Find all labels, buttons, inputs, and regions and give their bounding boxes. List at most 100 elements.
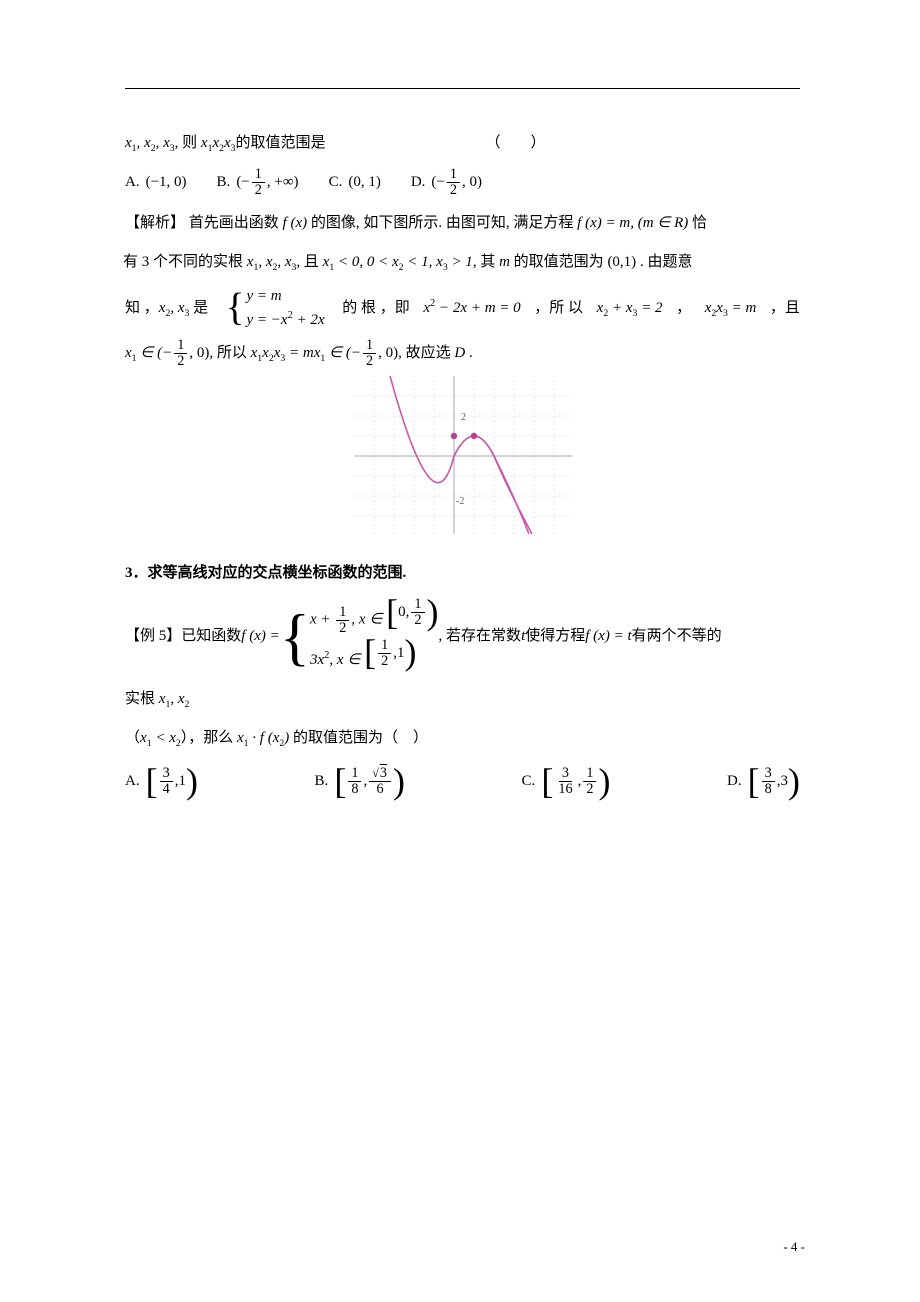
c2a-lbl: A. xyxy=(125,765,140,798)
a-l3a: 知 ， xyxy=(125,300,159,316)
a-l1a: 首先画出函数 xyxy=(189,215,283,231)
analysis-l2: 有 3 个不同的实根 x1, x2, x3, 且 x1 < 0, 0 < x2 … xyxy=(125,246,800,279)
analysis-head: 【解析】 xyxy=(125,215,185,231)
p1d: 2 xyxy=(336,621,349,636)
a-l2e: . 由题意 xyxy=(636,254,692,270)
a-n2: 1 xyxy=(363,338,376,354)
analysis-l4: x1 ∈ (−12, 0), 所以 x1x2x3 = mx1 ∈ (−12, 0… xyxy=(125,337,800,370)
c2a-hi: 1 xyxy=(178,765,186,798)
choice2-d: D. [38, 3) xyxy=(727,765,800,798)
choices-row-1: A. (−1, 0) B. (−12, +∞) C. (0, 1) D. (−1… xyxy=(125,166,800,199)
text: , 则 xyxy=(175,135,201,151)
svg-text:2: 2 xyxy=(461,412,466,423)
e5l3a: （ xyxy=(125,730,140,746)
c2c-ld: 16 xyxy=(555,782,575,797)
a-range01: (0,1) xyxy=(607,254,636,270)
ex5-line2: 实根 x1, x2 xyxy=(125,683,800,716)
choice-c: C. (0, 1) xyxy=(329,166,381,199)
top-rule xyxy=(125,88,800,89)
i1hd: 2 xyxy=(411,613,424,628)
c2b-sn: 3 xyxy=(379,765,388,781)
choice-d: D. (−12, 0) xyxy=(411,166,482,199)
c2a-ld: 4 xyxy=(160,782,173,797)
analysis-l1: 【解析】 首先画出函数 f (x) 的图像, 如下图所示. 由图可知, 满足方程… xyxy=(125,207,800,240)
i2ld: 2 xyxy=(378,654,391,669)
a-l3e: ，且 xyxy=(770,292,800,325)
c2d-ld: 8 xyxy=(762,782,775,797)
choice-a-label: A. xyxy=(125,166,140,199)
a-l2d: 的取值范围为 xyxy=(510,254,608,270)
a-comma: ， xyxy=(676,292,691,325)
a-d2: 2 xyxy=(363,354,376,369)
ex5-p3: 有两个不等的 xyxy=(632,620,722,653)
analysis-l3: 知 ，x2, x3 是 { y = m y = −x2 + 2x 的 根 ，即 … xyxy=(125,285,800,331)
a-l4e: , 故应选 xyxy=(398,345,454,361)
cb-pre: (− xyxy=(236,174,249,190)
a-l2b: , 且 xyxy=(296,254,322,270)
blank-paren: （ ） xyxy=(486,135,546,151)
cd-post: , 0) xyxy=(462,174,482,190)
ex5-p1: , 若存在常数 xyxy=(439,620,522,653)
c2b-lbl: B. xyxy=(315,765,329,798)
i1lo: 0 xyxy=(398,596,406,629)
cd-num: 1 xyxy=(447,167,460,183)
a-l1b: 的图像, 如下图所示. 由图可知, 满足方程 xyxy=(307,215,577,231)
ex5-pre: 已知函数 xyxy=(181,620,241,653)
cb-den: 2 xyxy=(252,183,265,198)
p1n: 1 xyxy=(336,605,349,621)
cd-pre: (− xyxy=(431,174,444,190)
a-l4d: , 0) xyxy=(378,345,398,361)
choice-b: B. (−12, +∞) xyxy=(217,166,299,199)
a-l2c: , 其 xyxy=(473,254,499,270)
a-l3d: ，所 以 xyxy=(534,292,583,325)
c2d-hi: 3 xyxy=(780,765,788,798)
choice-b-label: B. xyxy=(217,166,231,199)
cd-den: 2 xyxy=(447,183,460,198)
e5l2c: , xyxy=(170,691,178,707)
system-brace: { y = m y = −x2 + 2x xyxy=(226,285,325,331)
c2d-ln: 3 xyxy=(762,766,775,782)
c2b-hd: 6 xyxy=(374,782,387,797)
ex5-head: 【例 5】 xyxy=(125,620,181,653)
function-graph: 2 -2 xyxy=(354,376,572,534)
ex5-line3: （x1 < x2），那么 x1 · f (x2) 的取值范围为（ ） xyxy=(125,722,800,755)
a-period: . xyxy=(465,345,473,361)
c2c-ln: 3 xyxy=(559,766,572,782)
section-3-title: 3．求等高线对应的交点横坐标函数的范围. xyxy=(125,557,800,590)
c2a-ln: 3 xyxy=(160,766,173,782)
choice-a-val: (−1, 0) xyxy=(146,166,187,199)
choice2-b: B. [18, √36) xyxy=(315,765,405,798)
choice-a: A. (−1, 0) xyxy=(125,166,187,199)
a-d1: 2 xyxy=(174,354,187,369)
i2h: 1 xyxy=(397,637,405,670)
c2d-lbl: D. xyxy=(727,765,742,798)
c2b-ld: 8 xyxy=(348,782,361,797)
ex5-p2: 使得方程 xyxy=(525,620,585,653)
cb-num: 1 xyxy=(252,167,265,183)
example-5: 【例 5】已知函数 f (x) = { x + 12, x ∈ [0, 12) … xyxy=(125,596,800,677)
e5l3c: 的取值范围为（ ） xyxy=(289,730,428,746)
c2c-hd: 2 xyxy=(583,782,596,797)
a-l2a: 有 3 个不同的实根 xyxy=(123,254,247,270)
c2b-ln: 1 xyxy=(348,766,361,782)
e5l2a: 实根 xyxy=(125,691,159,707)
graph-container: 2 -2 xyxy=(125,376,800,547)
choice2-c: C. [316, 12) xyxy=(522,765,611,798)
a-l4b: , 0) xyxy=(189,345,209,361)
page-number: - 4 - xyxy=(783,1233,805,1262)
text: 的取值范围是 xyxy=(236,135,326,151)
e5l3b: ），那么 xyxy=(181,730,237,746)
svg-text:-2: -2 xyxy=(456,496,464,507)
i2ln: 1 xyxy=(378,638,391,654)
choice2-a: A. [34, 1) xyxy=(125,765,198,798)
choice-d-label: D. xyxy=(411,166,426,199)
i1hn: 1 xyxy=(411,597,424,613)
a-l4c: , 所以 xyxy=(209,345,250,361)
choice-c-label: C. xyxy=(329,166,343,199)
a-n1: 1 xyxy=(174,338,187,354)
a-l3c: 的 根 ，即 xyxy=(342,292,410,325)
a-l1c: 恰 xyxy=(688,215,707,231)
choice-c-val: (0, 1) xyxy=(348,166,381,199)
choices-row-2: A. [34, 1) B. [18, √36) C. [316, 12) D. … xyxy=(125,765,800,798)
problem-continuation: x1, x2, x3, 则 x1x2x3 的取值范围是（ ） xyxy=(125,127,800,160)
